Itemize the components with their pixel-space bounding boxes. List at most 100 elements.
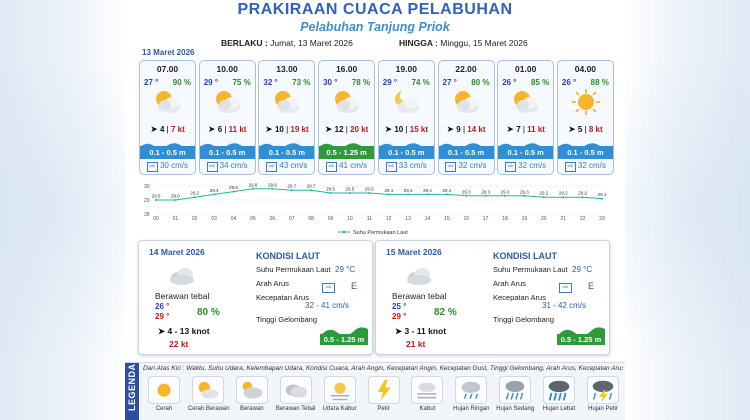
forecast-card: 19.00 29 ° 74 % ➤ 10 | 15 kt 0.1 - 0.5 m ⇨ 33 … [377, 60, 435, 175]
cloud-icon [235, 376, 268, 404]
current-arrow-icon: ⇨ [559, 283, 572, 293]
current-speed: 34 cm/s [219, 161, 248, 170]
x-tick-label: 18 [502, 216, 508, 222]
valid-from: BERLAKU : Jumat, 13 Maret 2026 [221, 38, 353, 48]
valid-until: HINGGA : Minggu, 15 Maret 2026 [399, 38, 528, 48]
thick-cloud-icon [407, 268, 431, 285]
forecast-card: 04.00 26 ° 88 % ➤ 5 | 8 kt 0.1 - 0.5 m ⇨ 32 cm… [556, 60, 614, 175]
data-label: 29.2 [578, 191, 587, 196]
wave-height: 0.1 - 0.5 m [557, 146, 613, 159]
legend-item: Hujan Lebat [539, 376, 579, 420]
air-temperature: 32 ° [263, 78, 278, 87]
x-tick-label: 13 [405, 216, 411, 222]
wind-info: ➤ 12 | 20 kt [324, 124, 369, 134]
x-tick-label: 22 [580, 216, 586, 222]
current-direction-label: Arah Arus [256, 279, 289, 288]
wave-height: 0.1 - 0.5 m [259, 146, 315, 159]
air-temperature: 29 ° [382, 78, 398, 87]
data-point [271, 187, 274, 190]
current-direction-icon: ⇨ [266, 162, 278, 172]
temp-min: 26 ° [155, 302, 170, 311]
cloudy-sun-icon [272, 88, 302, 116]
x-tick-label: 10 [347, 216, 353, 222]
wind-direction-icon: ➤ [265, 124, 273, 134]
humidity: 73 % [292, 78, 311, 87]
gust-speed: 15 kt [409, 125, 429, 134]
current-info: ⇨ 32 cm/s [558, 161, 613, 172]
legend-label: Hujan Petir [588, 406, 618, 412]
data-point [445, 193, 448, 196]
forecast-time: 22.00 [455, 64, 477, 74]
wind-direction-icon: ➤ [506, 124, 514, 134]
legend-label: Petir [377, 406, 390, 412]
data-point [484, 194, 487, 197]
x-tick-label: 12 [386, 216, 392, 222]
wave-height: 0.1 - 0.5 m [140, 146, 195, 159]
data-label: 29.4 [404, 188, 413, 193]
legend-label: Kabut [419, 406, 436, 412]
temp-max: 29 ° [155, 312, 170, 321]
sst-label: Suhu Permukaan Laut [493, 265, 568, 274]
wind-speed: 4 [160, 125, 165, 134]
forecast-time: 13.00 [276, 64, 298, 74]
sst-value: 29 °C [572, 265, 593, 274]
valid-from-label: BERLAKU : [221, 38, 268, 48]
data-label: 29.4 [210, 188, 219, 193]
x-tick-label: 08 [308, 216, 314, 222]
humidity: 90 % [172, 78, 191, 87]
data-label: 29.5 [365, 187, 374, 192]
forecast-time: 07.00 [156, 64, 179, 74]
data-label: 29.2 [190, 191, 199, 196]
legend-label: Hujan Ringan [453, 406, 490, 412]
legend-label: Suhu Permukaan Laut [353, 230, 408, 236]
forecast-date: 13 Maret 2026 [142, 48, 195, 57]
data-label: 29.6 [229, 185, 238, 190]
data-point [232, 190, 235, 193]
left-background [0, 0, 125, 420]
air-temperature: 27 ° [144, 78, 159, 87]
humidity: 74 % [411, 78, 430, 87]
sea-condition-title: KONDISI LAUT [256, 251, 320, 261]
current-info: ⇨ 43 cm/s [259, 161, 314, 172]
legend-title: LEGENDA [125, 363, 139, 420]
data-point [193, 196, 196, 199]
gust-speed: 11 kt [228, 125, 247, 134]
day-date: 14 Maret 2026 [149, 247, 205, 257]
day-summary-2: 15 Maret 2026 KONDISI LAUT Berawan tebal… [375, 240, 610, 355]
day-date: 15 Maret 2026 [386, 247, 442, 257]
y-tick-label: 29 [144, 198, 150, 204]
wave-height-label: Tinggi Gelombang [493, 315, 555, 324]
fog-icon [411, 376, 444, 404]
humidity: 82 % [434, 307, 457, 318]
wind-info: ➤ 10 | 15 kt [384, 124, 429, 134]
air-temperature: 30 ° [323, 78, 338, 87]
data-point [213, 193, 216, 196]
legend-item: Berawan Tebal [276, 376, 316, 420]
thick-cloud-icon [279, 376, 312, 404]
wave-height: 0.5 - 1.25 m [319, 146, 375, 159]
y-tick-label: 30 [144, 184, 150, 190]
thunderstorm-icon [587, 376, 619, 404]
current-direction-label: Arah Arus [493, 279, 526, 288]
data-point [310, 189, 313, 192]
current-info: ⇨ 32 cm/s [498, 161, 553, 172]
forecast-time: 01.00 [515, 64, 537, 74]
wind-info: ➤ 5 | 8 kt [568, 124, 603, 134]
data-point [426, 193, 429, 196]
data-point [329, 192, 332, 194]
gust-speed: 14 kt [467, 125, 486, 134]
x-tick-label: 05 [250, 216, 256, 222]
forecast-card: 22.00 27 ° 80 % ➤ 9 | 14 kt 0.1 - 0.5 m ⇨ 32 c… [437, 60, 495, 175]
forecast-card: 13.00 32 ° 73 % ➤ 10 | 19 kt 0.1 - 0.5 m ⇨ 43 … [258, 60, 316, 175]
wave-height-value: 0.5 - 1.25 m [320, 334, 368, 345]
current-speed: 32 cm/s [577, 161, 606, 170]
current-direction-value: E [588, 281, 595, 291]
temp-min: 25 ° [392, 302, 407, 311]
wind-speed: 7 [516, 125, 521, 134]
sun-icon [148, 376, 180, 404]
current-info: ⇨ 32 cm/s [439, 161, 494, 172]
wind-speed: 10 [394, 125, 404, 134]
wind-speed: 6 [217, 125, 223, 134]
data-label: 29.3 [520, 189, 529, 194]
wind-speed: 12 [334, 125, 344, 134]
